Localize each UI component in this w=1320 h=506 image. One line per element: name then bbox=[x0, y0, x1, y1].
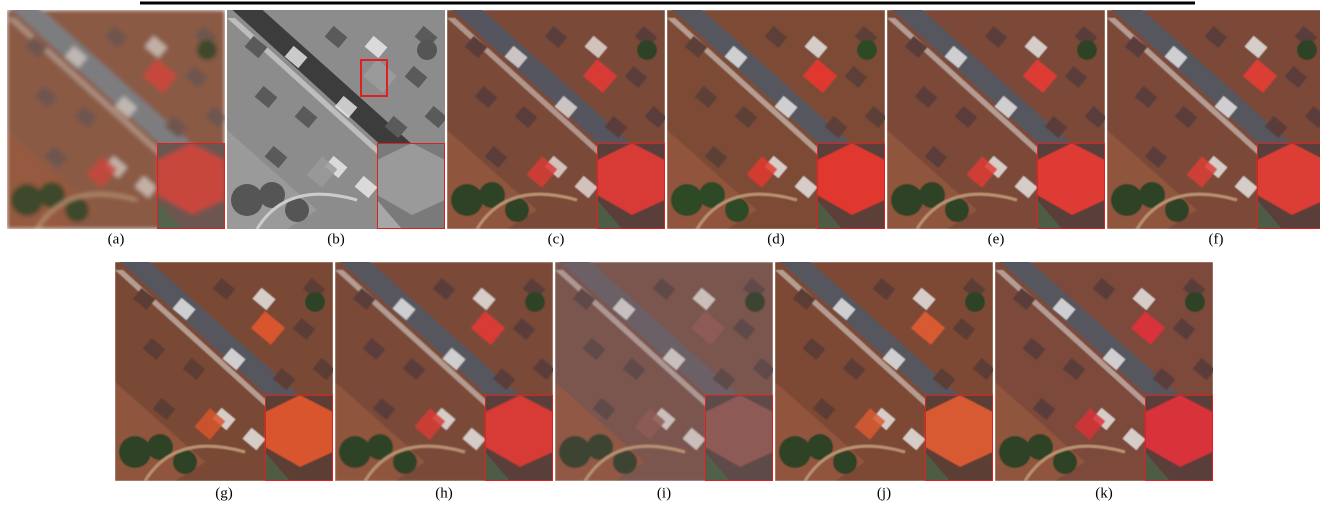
image-panel bbox=[1107, 5, 1320, 229]
tree bbox=[1185, 292, 1205, 312]
image-panel bbox=[227, 5, 452, 229]
tree bbox=[671, 184, 703, 216]
tree bbox=[305, 292, 325, 312]
panel-caption: (g) bbox=[215, 485, 233, 501]
panel-caption: (k) bbox=[1095, 485, 1113, 501]
panel-caption: (j) bbox=[877, 485, 891, 501]
tree bbox=[637, 40, 657, 60]
tree bbox=[1077, 40, 1097, 60]
tree bbox=[525, 292, 545, 312]
tree bbox=[559, 436, 591, 468]
zoom-inset bbox=[485, 395, 553, 481]
panel-caption: (a) bbox=[108, 231, 125, 247]
tree bbox=[1297, 40, 1317, 60]
tree bbox=[745, 292, 765, 312]
panel-caption: (b) bbox=[327, 231, 345, 247]
panel-caption: (e) bbox=[988, 231, 1005, 247]
tree bbox=[779, 436, 811, 468]
tree bbox=[451, 184, 483, 216]
image-panel bbox=[555, 257, 780, 481]
zoom-inset bbox=[597, 143, 665, 229]
image-panel bbox=[995, 257, 1220, 481]
zoom-inset bbox=[377, 143, 445, 229]
zoom-inset bbox=[705, 395, 773, 481]
zoom-inset bbox=[1145, 395, 1213, 481]
image-panel bbox=[667, 5, 892, 229]
figure: (a) (b) (c) (d) (e) (f) (g) (h) (i) (j) (k) bbox=[0, 0, 1320, 506]
zoom-inset bbox=[925, 395, 993, 481]
zoom-inset bbox=[1257, 143, 1320, 229]
panel-caption: (i) bbox=[657, 485, 671, 501]
tree bbox=[1111, 184, 1143, 216]
tree bbox=[999, 436, 1031, 468]
tree bbox=[119, 436, 151, 468]
panel-caption: (c) bbox=[548, 231, 565, 247]
tree bbox=[197, 40, 217, 60]
panel-caption: (f) bbox=[1209, 231, 1224, 247]
tree bbox=[857, 40, 877, 60]
tree bbox=[417, 40, 437, 60]
zoom-inset bbox=[817, 143, 885, 229]
zoom-inset bbox=[157, 143, 225, 229]
tree bbox=[965, 292, 985, 312]
image-panel bbox=[447, 5, 672, 229]
panel-caption: (d) bbox=[767, 231, 785, 247]
tree bbox=[231, 184, 263, 216]
image-panel bbox=[115, 257, 340, 481]
tree bbox=[891, 184, 923, 216]
image-panel bbox=[775, 257, 1000, 481]
image-panel bbox=[887, 5, 1112, 229]
image-panel bbox=[7, 5, 232, 229]
tree bbox=[339, 436, 371, 468]
zoom-inset bbox=[1037, 143, 1105, 229]
tree bbox=[11, 184, 43, 216]
image-panel bbox=[335, 257, 560, 481]
zoom-inset bbox=[265, 395, 333, 481]
panel-caption: (h) bbox=[435, 485, 453, 501]
